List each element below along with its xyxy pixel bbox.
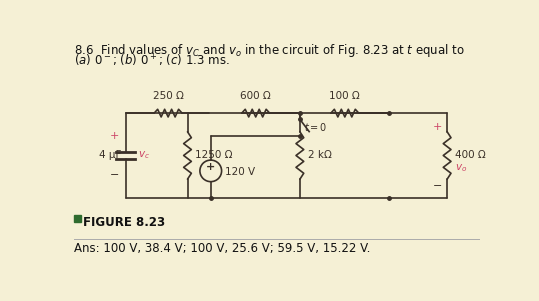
Text: FIGURE 8.23: FIGURE 8.23 [83,216,165,228]
Text: +: + [110,131,119,141]
Text: 100 Ω: 100 Ω [329,91,360,101]
Text: −: − [110,170,119,180]
Text: 1250 Ω: 1250 Ω [195,150,233,160]
Text: $t=0$: $t=0$ [304,121,327,133]
Text: −: − [433,181,443,191]
Text: +: + [433,122,443,132]
Text: 8.6  Find values of $v_C$ and $v_o$ in the circuit of Fig. 8.23 at $t$ equal to: 8.6 Find values of $v_C$ and $v_o$ in th… [74,42,464,59]
Text: +: + [206,162,216,172]
Text: $v_c$: $v_c$ [138,150,150,161]
Text: 400 Ω: 400 Ω [455,150,486,160]
Text: 600 Ω: 600 Ω [240,91,271,101]
Text: 4 μF: 4 μF [99,150,122,160]
Text: $(a)$ 0$^-$; $(b)$ 0$^+$; $(c)$ 1.3 ms.: $(a)$ 0$^-$; $(b)$ 0$^+$; $(c)$ 1.3 ms. [74,53,230,69]
Bar [74,215,80,222]
Text: $v_o$: $v_o$ [455,162,467,174]
Text: Ans: 100 V, 38.4 V; 100 V, 25.6 V; 59.5 V, 15.22 V.: Ans: 100 V, 38.4 V; 100 V, 25.6 V; 59.5 … [74,243,370,256]
Text: 120 V: 120 V [225,167,255,177]
Text: 250 Ω: 250 Ω [153,91,184,101]
Text: 2 kΩ: 2 kΩ [308,150,331,160]
